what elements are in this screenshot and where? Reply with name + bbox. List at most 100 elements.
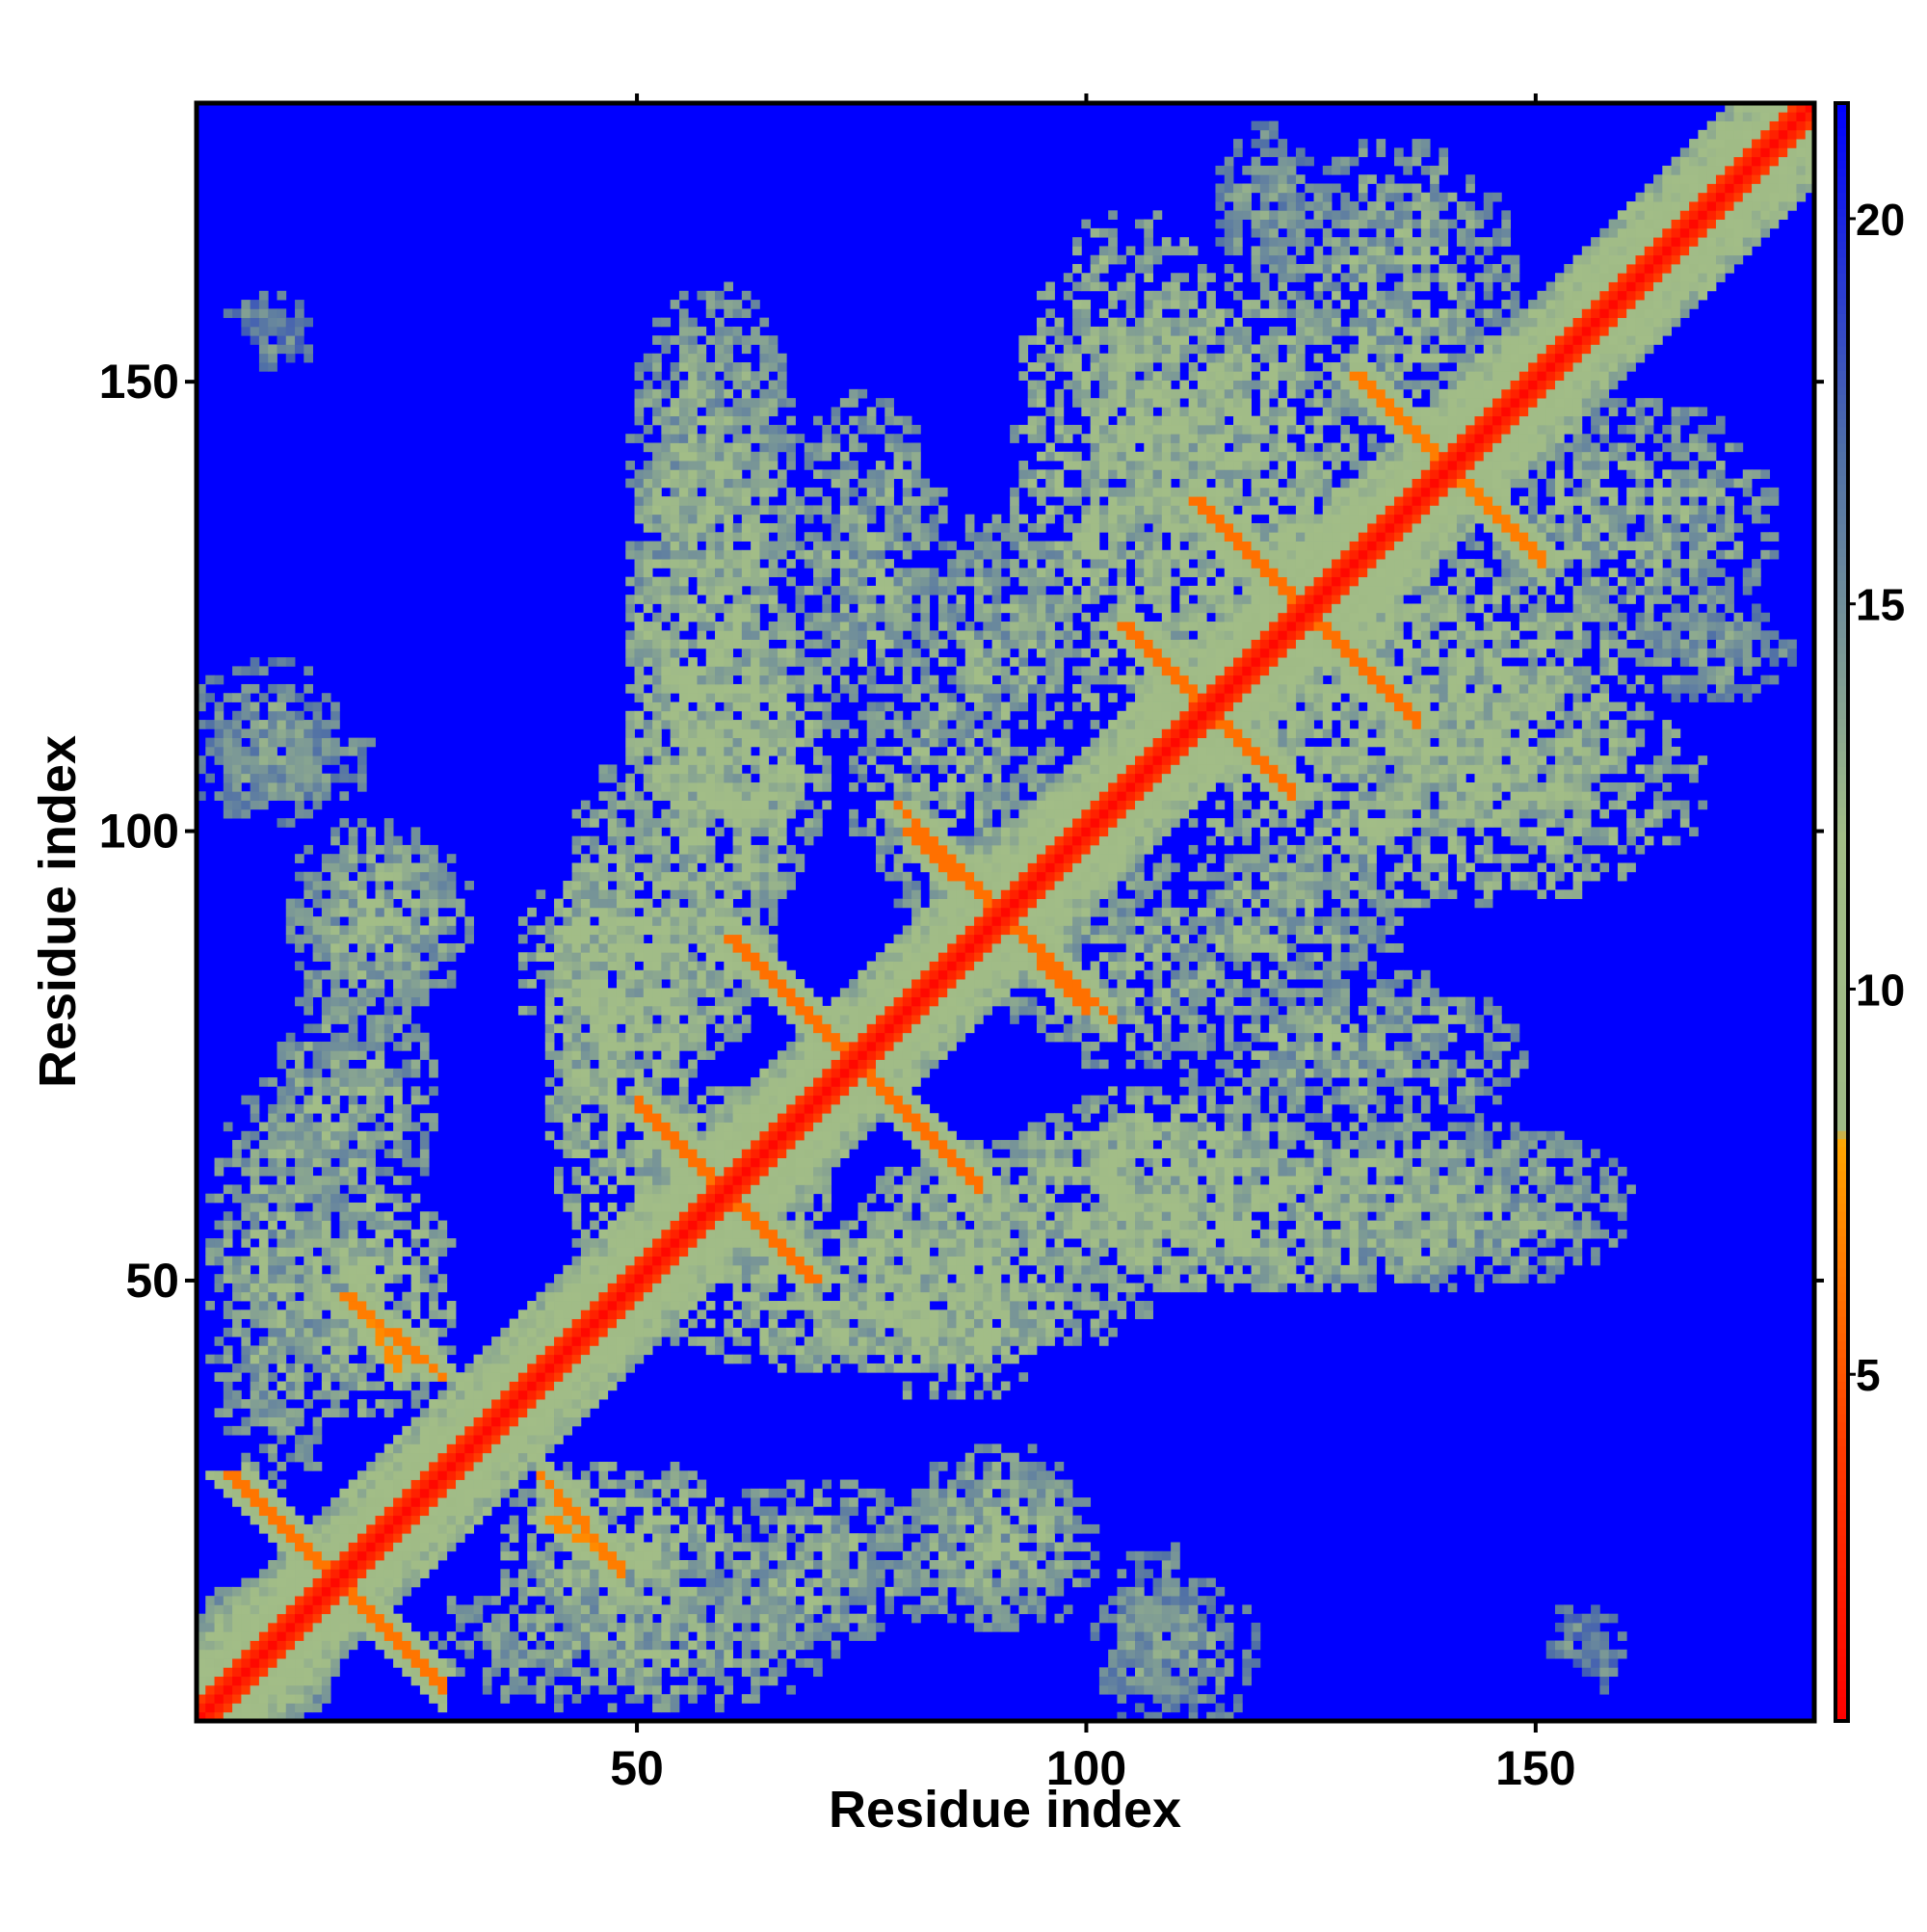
heatmap-cell bbox=[304, 1613, 313, 1624]
heatmap-cell bbox=[607, 1042, 618, 1051]
heatmap-cell bbox=[715, 442, 725, 453]
heatmap-cell bbox=[402, 1497, 412, 1507]
heatmap-cell bbox=[732, 961, 743, 971]
heatmap-cell bbox=[590, 1310, 599, 1319]
heatmap-cell bbox=[625, 996, 635, 1007]
heatmap-cell bbox=[356, 1157, 367, 1168]
heatmap-cell bbox=[366, 1497, 376, 1507]
heatmap-cell bbox=[759, 889, 770, 899]
heatmap-cell bbox=[670, 871, 680, 882]
heatmap-cell bbox=[330, 942, 340, 953]
heatmap-cell bbox=[304, 1283, 313, 1293]
heatmap-cell bbox=[383, 969, 394, 980]
heatmap-cell bbox=[688, 398, 698, 408]
heatmap-cell bbox=[250, 1354, 260, 1364]
heatmap-cell bbox=[678, 1042, 689, 1051]
heatmap-cell bbox=[724, 344, 733, 355]
heatmap-cell bbox=[419, 934, 430, 944]
heatmap-cell bbox=[295, 1176, 304, 1185]
heatmap-cell bbox=[751, 1166, 760, 1177]
heatmap-cell bbox=[223, 1399, 233, 1409]
heatmap-cell bbox=[517, 1363, 528, 1373]
heatmap-cell bbox=[670, 854, 680, 863]
heatmap-cell bbox=[330, 1130, 340, 1141]
heatmap-cell bbox=[724, 308, 733, 319]
heatmap-cell bbox=[393, 1381, 403, 1391]
heatmap-cell bbox=[544, 1283, 555, 1293]
heatmap-cell bbox=[312, 1694, 323, 1704]
heatmap-cell bbox=[393, 988, 403, 998]
heatmap-cell bbox=[446, 1389, 457, 1400]
heatmap-cell bbox=[402, 1015, 412, 1024]
heatmap-cell bbox=[250, 1095, 260, 1105]
heatmap-cell bbox=[258, 764, 269, 775]
heatmap-cell bbox=[777, 1229, 787, 1239]
heatmap-cell bbox=[652, 1658, 662, 1668]
heatmap-cell bbox=[670, 942, 680, 953]
heatmap-cell bbox=[321, 1015, 331, 1024]
heatmap-cell bbox=[536, 1389, 546, 1400]
heatmap-cell bbox=[688, 1569, 698, 1578]
heatmap-cell bbox=[554, 1113, 564, 1123]
heatmap-cell bbox=[697, 1604, 707, 1615]
heatmap-cell bbox=[607, 1560, 618, 1570]
heatmap-cell bbox=[715, 969, 725, 980]
heatmap-cell bbox=[277, 1479, 287, 1490]
heatmap-cell bbox=[295, 1596, 304, 1605]
heatmap-cell bbox=[375, 881, 385, 890]
heatmap-cell bbox=[670, 1032, 680, 1043]
heatmap-cell bbox=[634, 1283, 645, 1293]
heatmap-cell bbox=[678, 1095, 689, 1105]
heatmap-cell bbox=[563, 1318, 573, 1329]
heatmap-cell bbox=[527, 1435, 537, 1444]
heatmap-cell bbox=[321, 1122, 331, 1132]
heatmap-cell bbox=[277, 737, 287, 748]
heatmap-cell bbox=[616, 1176, 626, 1185]
heatmap-cell bbox=[446, 889, 457, 899]
heatmap-cell bbox=[277, 720, 287, 729]
heatmap-cell bbox=[768, 424, 779, 435]
heatmap-cell bbox=[768, 693, 779, 702]
heatmap-cell bbox=[250, 1130, 260, 1141]
heatmap-cell bbox=[205, 1256, 215, 1266]
heatmap-cell bbox=[751, 979, 760, 989]
heatmap-cell bbox=[258, 1363, 269, 1373]
heatmap-cell bbox=[304, 1523, 313, 1534]
heatmap-cell bbox=[509, 1399, 519, 1409]
heatmap-cell bbox=[741, 1337, 752, 1346]
heatmap-cell bbox=[429, 934, 438, 944]
heatmap-cell bbox=[330, 898, 340, 909]
heatmap-cell bbox=[759, 478, 770, 489]
heatmap-cell bbox=[205, 1596, 215, 1605]
heatmap-cell bbox=[268, 317, 277, 328]
heatmap-cell bbox=[285, 1068, 296, 1078]
heatmap-cell bbox=[741, 710, 752, 721]
heatmap-cell bbox=[678, 469, 689, 480]
heatmap-cell bbox=[705, 371, 716, 381]
heatmap-cell bbox=[598, 1569, 609, 1578]
heatmap-cell bbox=[652, 1202, 662, 1212]
heatmap-cell bbox=[670, 1631, 680, 1641]
heatmap-cell bbox=[732, 371, 743, 381]
heatmap-cell bbox=[536, 1310, 546, 1319]
heatmap-cell bbox=[634, 568, 645, 578]
heatmap-cell bbox=[304, 683, 313, 694]
heatmap-cell bbox=[500, 1363, 511, 1373]
heatmap-cell bbox=[500, 1550, 511, 1561]
heatmap-cell bbox=[616, 1676, 626, 1686]
heatmap-cell bbox=[464, 925, 474, 936]
heatmap-cell bbox=[678, 362, 689, 372]
heatmap-cell bbox=[214, 1711, 224, 1722]
heatmap-cell bbox=[741, 388, 752, 399]
heatmap-cell bbox=[724, 1193, 733, 1204]
heatmap-cell bbox=[732, 1310, 743, 1319]
heatmap-cell bbox=[268, 701, 277, 712]
heatmap-cell bbox=[375, 934, 385, 944]
heatmap-cell bbox=[348, 1283, 358, 1293]
heatmap-cell bbox=[697, 1488, 707, 1498]
heatmap-cell bbox=[616, 800, 626, 810]
heatmap-cell bbox=[410, 1667, 421, 1678]
heatmap-cell bbox=[482, 1372, 492, 1382]
heatmap-cell bbox=[473, 1399, 484, 1409]
heatmap-cell bbox=[258, 1640, 269, 1651]
